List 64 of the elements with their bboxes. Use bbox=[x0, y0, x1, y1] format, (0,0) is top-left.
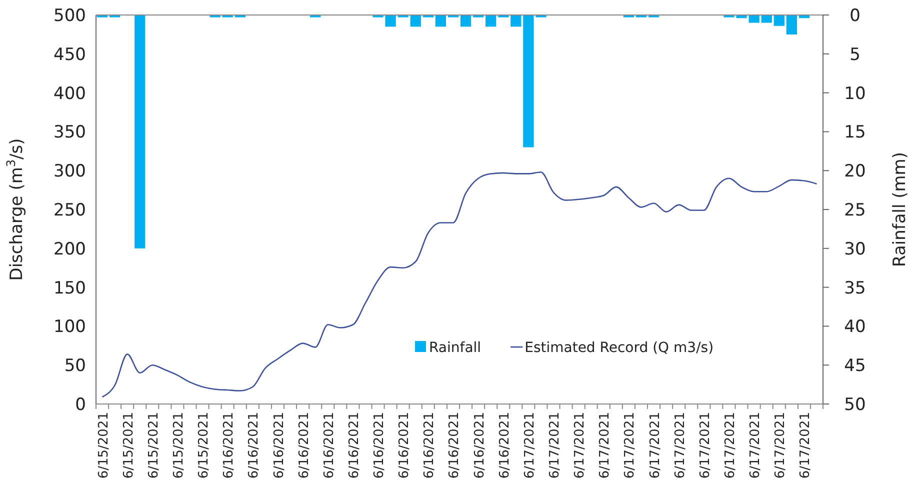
y-tick-label: 450 bbox=[54, 44, 86, 65]
bar bbox=[510, 15, 522, 27]
x-tick-label: 6/15/2021 bbox=[196, 412, 212, 479]
y-tick-label: 250 bbox=[54, 200, 86, 220]
x-tick-label: 6/16/2021 bbox=[272, 412, 287, 479]
y2-axis-title: Rainfall (mm) bbox=[890, 152, 910, 267]
x-tick-label: 6/17/2021 bbox=[773, 412, 788, 479]
x-tick-label: 6/16/2021 bbox=[322, 412, 337, 479]
x-tick-label: 6/16/2021 bbox=[222, 412, 237, 479]
legend-label: Rainfall bbox=[429, 340, 482, 356]
x-tick-label: 6/15/2021 bbox=[171, 412, 186, 479]
y-tick-label: 500 bbox=[54, 6, 86, 26]
y2-tick-label: 35 bbox=[844, 278, 866, 298]
x-tick-label: 6/16/2021 bbox=[497, 412, 512, 479]
x-tick-label: 6/16/2021 bbox=[296, 412, 312, 479]
x-tick-label: 6/17/2021 bbox=[672, 412, 688, 479]
bar bbox=[410, 15, 421, 27]
bar bbox=[460, 15, 472, 27]
x-tick-label: 6/16/2021 bbox=[246, 412, 262, 479]
bar bbox=[134, 15, 146, 248]
x-tick-label: 6/17/2021 bbox=[598, 412, 613, 479]
x-tick-label: 6/17/2021 bbox=[622, 412, 638, 479]
x-tick-label: 6/16/2021 bbox=[472, 412, 488, 479]
y-tick-label: 0 bbox=[75, 395, 86, 415]
y2-tick-label: 5 bbox=[850, 44, 860, 65]
y2-tick-label: 20 bbox=[844, 162, 866, 182]
x-tick-label: 6/17/2021 bbox=[722, 412, 738, 479]
bar bbox=[486, 15, 496, 27]
legend-label: Estimated Record (Q m3/s) bbox=[524, 340, 714, 356]
y-tick-label: 350 bbox=[54, 122, 86, 143]
x-tick-label: 6/17/2021 bbox=[698, 412, 713, 479]
x-tick-label: 6/16/2021 bbox=[372, 412, 388, 479]
x-tick-label: 6/16/2021 bbox=[397, 412, 412, 479]
x-tick-label: 6/15/2021 bbox=[121, 412, 136, 479]
x-tick-label: 6/15/2021 bbox=[96, 412, 112, 479]
y2-tick-label: 45 bbox=[844, 356, 866, 376]
line-series bbox=[102, 172, 818, 398]
y-tick-label: 50 bbox=[64, 356, 86, 376]
bar bbox=[786, 15, 797, 34]
x-tick-label: 6/17/2021 bbox=[572, 412, 588, 479]
x-tick-label: 6/16/2021 bbox=[422, 412, 438, 479]
x-tick-label: 6/16/2021 bbox=[346, 412, 362, 479]
x-tick-label: 6/17/2021 bbox=[648, 412, 663, 479]
bar bbox=[435, 15, 446, 27]
bar bbox=[774, 15, 784, 26]
x-tick-label: 6/17/2021 bbox=[522, 412, 538, 479]
y-tick-label: 200 bbox=[54, 239, 86, 260]
x-tick-label: 6/17/2021 bbox=[748, 412, 764, 479]
x-tick-label: 6/17/2021 bbox=[548, 412, 563, 479]
y2-tick-label: 50 bbox=[844, 395, 866, 415]
x-tick-label: 6/16/2021 bbox=[447, 412, 462, 479]
bar bbox=[761, 15, 772, 23]
y-tick-label: 400 bbox=[54, 84, 86, 104]
y-tick-label: 300 bbox=[54, 162, 86, 182]
x-tick-label: 6/17/2021 bbox=[798, 412, 814, 479]
y-tick-label: 150 bbox=[54, 278, 86, 298]
y2-tick-label: 10 bbox=[844, 84, 866, 104]
x-tick-label: 6/15/2021 bbox=[146, 412, 162, 479]
y2-tick-label: 30 bbox=[844, 239, 866, 260]
y2-tick-label: 15 bbox=[844, 122, 866, 143]
y2-tick-label: 0 bbox=[850, 6, 860, 26]
y-tick-label: 100 bbox=[54, 317, 86, 338]
y2-tick-label: 25 bbox=[844, 200, 866, 220]
y2-tick-label: 40 bbox=[844, 317, 866, 338]
